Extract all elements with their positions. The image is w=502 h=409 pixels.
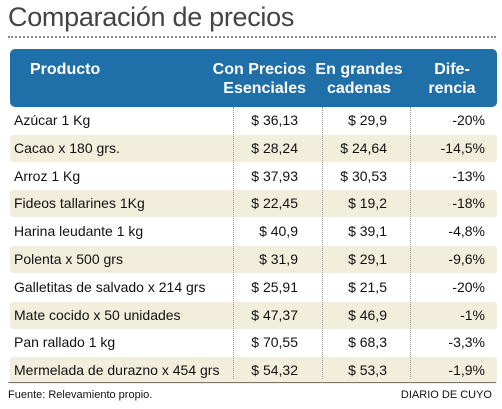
source-note: Fuente: Relevamiento propio. (8, 389, 153, 401)
cell-grandes-cadenas: $ 24,64 (340, 139, 387, 156)
cell-grandes-cadenas: $ 19,2 (348, 195, 387, 212)
cell-producto: Fideos tallarines 1Kg (14, 195, 145, 212)
table-row: Cacao x 180 grs. $ 28,24 $ 24,64 -14,5% (10, 134, 497, 162)
cell-grandes-cadenas: $ 30,53 (340, 167, 387, 184)
column-divider (410, 107, 411, 379)
cell-con-precios: $ 22,45 (251, 195, 298, 212)
footer-divider (8, 382, 496, 383)
column-divider (233, 107, 234, 379)
cell-con-precios: $ 54,32 (251, 362, 298, 379)
cell-diferencia: -20% (452, 112, 485, 128)
header-grandes-cadenas: En grandes cadenas (315, 61, 403, 97)
cell-con-precios: $ 28,24 (251, 139, 298, 156)
table-row: Polenta x 500 grs $ 31,9 $ 29,1 -9,6% (10, 245, 497, 273)
cell-grandes-cadenas: $ 68,3 (348, 334, 387, 351)
cell-producto: Harina leudante 1 kg (14, 223, 144, 240)
header-diferencia: Dife- rencia (428, 61, 476, 97)
cell-grandes-cadenas: $ 39,1 (348, 223, 387, 240)
cell-diferencia: -4,8% (448, 223, 485, 240)
cell-grandes-cadenas: $ 21,5 (348, 278, 387, 295)
cell-con-precios: $ 37,93 (251, 167, 298, 184)
cell-diferencia: -1% (460, 306, 485, 323)
cell-diferencia: -18% (452, 195, 485, 212)
brand-credit: DIARIO DE CUYO (400, 389, 492, 401)
cell-con-precios: $ 47,37 (251, 306, 298, 323)
cell-con-precios: $ 31,9 (259, 250, 298, 267)
cell-producto: Cacao x 180 grs. (14, 139, 120, 156)
cell-producto: Mate cocido x 50 unidades (14, 306, 181, 323)
table-row: Azúcar 1 Kg $ 36,13 $ 29,9 -20% (10, 107, 497, 134)
table-row: Arroz 1 Kg $ 37,93 $ 30,53 -13% (10, 162, 497, 190)
table-body: Azúcar 1 Kg $ 36,13 $ 29,9 -20% Cacao x 180 … (10, 107, 497, 385)
cell-con-precios: $ 40,9 (259, 223, 298, 240)
cell-con-precios: $ 25,91 (251, 278, 298, 295)
table-row: Mermelada de durazno x 454 grs $ 54,32 $ 5… (10, 357, 497, 385)
cell-producto: Arroz 1 Kg (14, 167, 81, 184)
table-row: Pan rallado 1 kg $ 70,55 $ 68,3 -3,3% (10, 329, 497, 357)
header-producto: Producto (30, 61, 101, 78)
cell-producto: Galletitas de salvado x 214 grs (14, 278, 206, 295)
header-con-precios: Con Precios Esenciales (212, 61, 306, 97)
cell-grandes-cadenas: $ 29,9 (348, 112, 387, 128)
cell-producto: Pan rallado 1 kg (14, 334, 116, 351)
cell-producto: Polenta x 500 grs (14, 250, 123, 267)
cell-producto: Azúcar 1 Kg (14, 112, 91, 128)
table-row: Galletitas de salvado x 214 grs $ 25,91 $ … (10, 273, 497, 301)
cell-diferencia: -13% (452, 167, 485, 184)
cell-diferencia: -3,3% (448, 334, 485, 351)
column-divider (322, 107, 323, 379)
cell-diferencia: -20% (452, 278, 485, 295)
page-title: Comparación de precios (8, 2, 295, 32)
cell-con-precios: $ 36,13 (251, 112, 298, 128)
table-row: Harina leudante 1 kg $ 40,9 $ 39,1 -4,8% (10, 218, 497, 246)
cell-diferencia: -9,6% (448, 250, 485, 267)
cell-diferencia: -14,5% (440, 139, 485, 156)
table-row: Fideos tallarines 1Kg $ 22,45 $ 19,2 -18% (10, 190, 497, 218)
cell-grandes-cadenas: $ 29,1 (348, 250, 387, 267)
cell-grandes-cadenas: $ 53,3 (348, 362, 387, 379)
cell-grandes-cadenas: $ 46,9 (348, 306, 387, 323)
table-header: Producto Con Precios Esenciales En grand… (10, 49, 497, 107)
cell-con-precios: $ 70,55 (251, 334, 298, 351)
cell-producto: Mermelada de durazno x 454 grs (14, 362, 220, 379)
table-row: Mate cocido x 50 unidades $ 47,37 $ 46,9 -1… (10, 301, 497, 329)
title-divider (8, 36, 496, 38)
cell-diferencia: -1,9% (448, 362, 485, 379)
